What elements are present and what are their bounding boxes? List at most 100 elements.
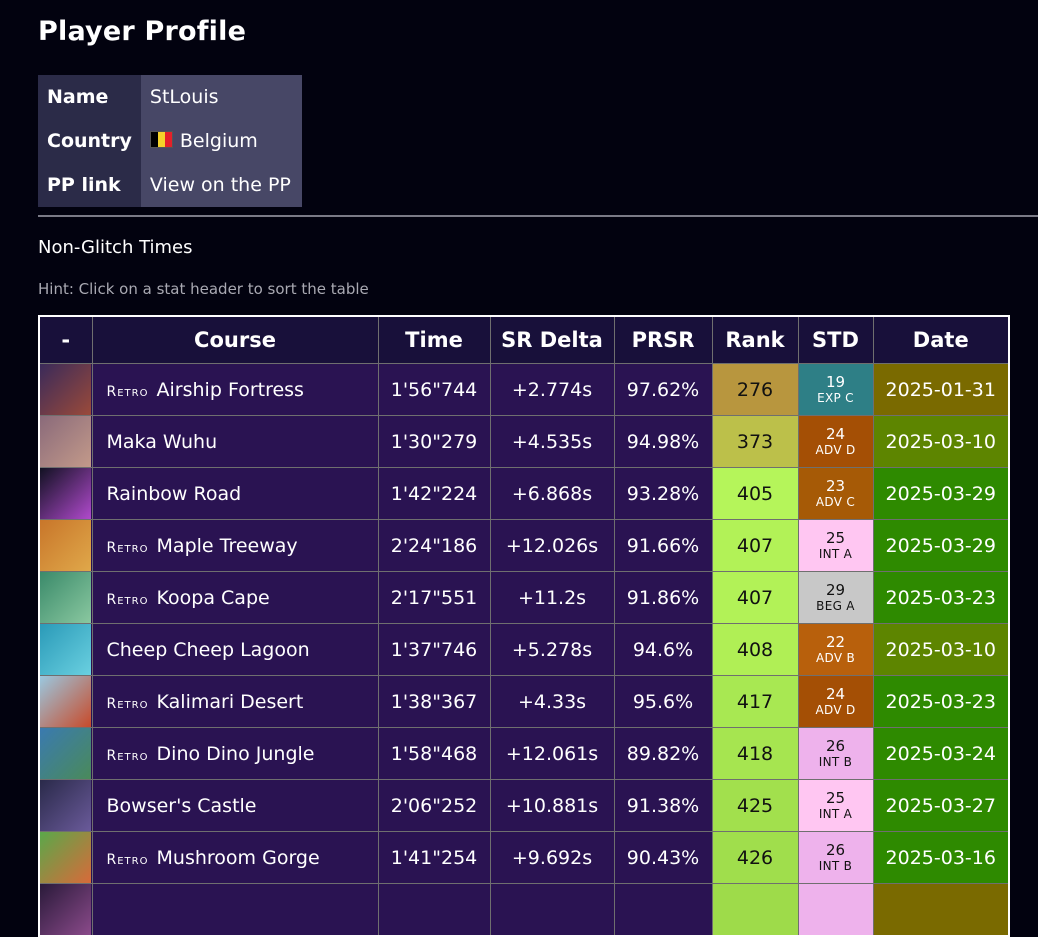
table-row: Retro Kalimari Desert 1'38"367 +4.33s 95.6%…: [38, 675, 1010, 728]
sr-delta-cell: +9.692s: [489, 831, 615, 884]
date-cell: 2025-03-10: [872, 623, 1010, 676]
table-row: Rainbow Road 1'42"224 +6.868s 93.28% 405 23 AD…: [38, 467, 1010, 520]
retro-label: Retro: [106, 695, 149, 712]
std-cell: 19 EXP C: [797, 363, 874, 416]
date-cell: 2025-03-27: [872, 779, 1010, 832]
prsr-cell: 97.62%: [613, 363, 713, 416]
course-name: Bowser's Castle: [106, 794, 257, 817]
course-thumbnail: [38, 675, 93, 728]
course-image-icon: [40, 416, 91, 467]
course-cell: Retro Kalimari Desert: [91, 675, 379, 728]
course-cell: Retro Airship Fortress: [91, 363, 379, 416]
rank-cell: 417: [711, 675, 799, 728]
std-cell: 25 INT A: [797, 779, 874, 832]
time-cell: 1'41"254: [377, 831, 491, 884]
std-cell: 22 ADV B: [797, 623, 874, 676]
course-thumbnail: [38, 831, 93, 884]
rank-cell: 426: [711, 831, 799, 884]
course-thumbnail: [38, 571, 93, 624]
profile-value: StLouis: [140, 75, 302, 119]
std-cell: [797, 883, 874, 937]
time-cell: 1'42"224: [377, 467, 491, 520]
retro-label: Retro: [106, 747, 149, 764]
prsr-cell: 91.86%: [613, 571, 713, 624]
std-code: ADV D: [815, 702, 856, 717]
profile-value: Belgium: [140, 119, 302, 163]
prsr-cell: 94.98%: [613, 415, 713, 468]
sr-delta-cell: [489, 883, 615, 937]
time-cell: 1'30"279: [377, 415, 491, 468]
prsr-cell: 94.6%: [613, 623, 713, 676]
table-row: Retro Dino Dino Jungle 1'58"468 +12.061s 89…: [38, 727, 1010, 780]
std-number: 22: [825, 632, 846, 651]
rank-cell: 373: [711, 415, 799, 468]
rank-cell: [711, 883, 799, 937]
std-number: 29: [825, 580, 846, 599]
date-cell: 2025-03-23: [872, 571, 1010, 624]
course-image-icon: [40, 572, 91, 623]
course-image-icon: [40, 832, 91, 883]
table-row: Retro Koopa Cape 2'17"551 +11.2s 91.86% 407 2…: [38, 571, 1010, 624]
std-cell: 26 INT B: [797, 831, 874, 884]
header-sr-delta[interactable]: SR Delta: [489, 315, 615, 364]
sr-delta-cell: +2.774s: [489, 363, 615, 416]
std-cell: 29 BEG A: [797, 571, 874, 624]
section-title: Non-Glitch Times: [38, 237, 193, 258]
header-std[interactable]: STD: [797, 315, 874, 364]
rank-cell: 407: [711, 571, 799, 624]
profile-row-pp-link: PP link View on the PP: [38, 163, 302, 207]
retro-label: Retro: [106, 851, 149, 868]
std-number: 26: [825, 736, 846, 755]
course-name: Maka Wuhu: [106, 430, 218, 453]
sr-delta-cell: +5.278s: [489, 623, 615, 676]
rank-cell: 418: [711, 727, 799, 780]
date-cell: 2025-01-31: [872, 363, 1010, 416]
time-cell: 1'58"468: [377, 727, 491, 780]
table-row: Bowser's Castle 2'06"252 +10.881s 91.38% 425…: [38, 779, 1010, 832]
std-number: 24: [825, 424, 846, 443]
header-prsr[interactable]: PRSR: [613, 315, 713, 364]
course-image-icon: [40, 468, 91, 519]
std-code: BEG A: [816, 598, 855, 613]
header-thumb[interactable]: -: [38, 315, 93, 364]
country-name: Belgium: [179, 130, 258, 152]
std-number: 23: [825, 476, 846, 495]
sr-delta-cell: +12.061s: [489, 727, 615, 780]
std-number: 25: [825, 528, 846, 547]
header-time[interactable]: Time: [377, 315, 491, 364]
profile-label: Country: [38, 119, 141, 163]
std-code: INT B: [818, 858, 853, 873]
course-name: Mushroom Gorge: [156, 846, 320, 869]
time-cell: 2'17"551: [377, 571, 491, 624]
course-image-icon: [40, 520, 91, 571]
header-date[interactable]: Date: [872, 315, 1010, 364]
pp-link[interactable]: View on the PP: [140, 163, 302, 207]
course-cell: Retro Koopa Cape: [91, 571, 379, 624]
std-cell: 26 INT B: [797, 727, 874, 780]
sort-hint: Hint: Click on a stat header to sort the…: [38, 280, 369, 298]
sr-delta-cell: +12.026s: [489, 519, 615, 572]
date-cell: 2025-03-10: [872, 415, 1010, 468]
std-code: ADV B: [816, 650, 855, 665]
retro-label: Retro: [106, 383, 149, 400]
date-cell: 2025-03-24: [872, 727, 1010, 780]
profile-table: Name StLouis Country Belgium PP link Vie…: [38, 75, 302, 207]
time-cell: 2'24"186: [377, 519, 491, 572]
course-cell: Cheep Cheep Lagoon: [91, 623, 379, 676]
prsr-cell: 89.82%: [613, 727, 713, 780]
profile-label: PP link: [38, 163, 141, 207]
course-cell: Bowser's Castle: [91, 779, 379, 832]
date-cell: [872, 883, 1010, 937]
header-rank[interactable]: Rank: [711, 315, 799, 364]
table-row: Retro Airship Fortress 1'56"744 +2.774s 97.…: [38, 363, 1010, 416]
course-name: Cheep Cheep Lagoon: [106, 638, 310, 661]
std-code: ADV D: [815, 442, 856, 457]
date-cell: 2025-03-16: [872, 831, 1010, 884]
sr-delta-cell: +4.535s: [489, 415, 615, 468]
course-name: Maple Treeway: [156, 534, 298, 557]
course-name: Koopa Cape: [156, 586, 270, 609]
header-course[interactable]: Course: [91, 315, 379, 364]
time-cell: [377, 883, 491, 937]
course-cell: Retro Dino Dino Jungle: [91, 727, 379, 780]
prsr-cell: 90.43%: [613, 831, 713, 884]
